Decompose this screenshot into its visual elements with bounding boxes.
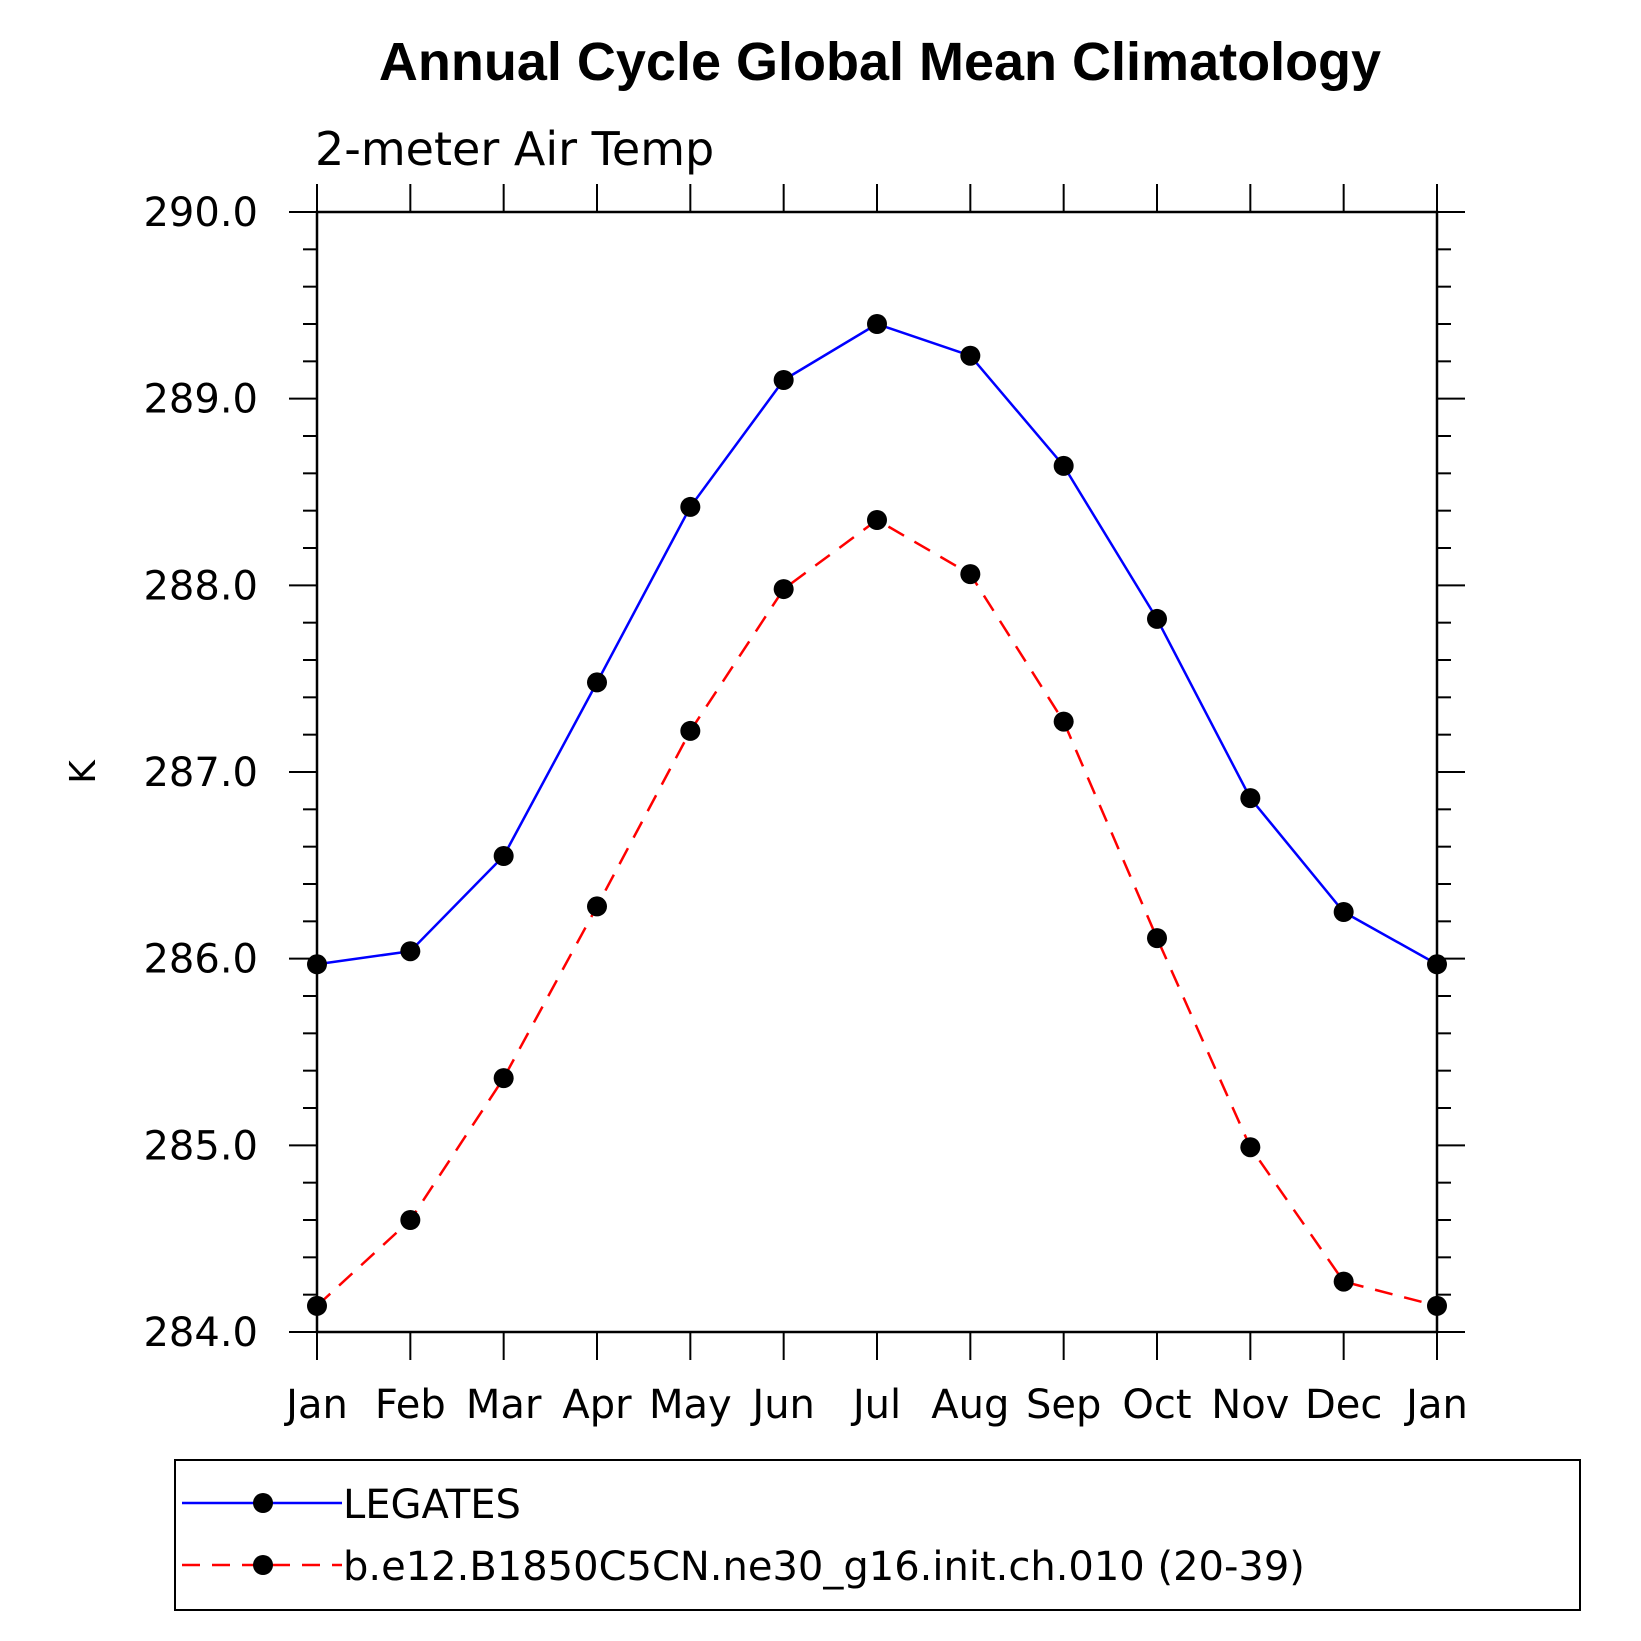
series-1-point xyxy=(400,1210,421,1230)
y-tick-label: 287.0 xyxy=(143,750,258,796)
x-tick-label: Feb xyxy=(375,1382,446,1428)
x-tick-label: Jun xyxy=(749,1382,815,1428)
series-1-point xyxy=(960,564,981,585)
series-1-point xyxy=(773,579,794,600)
x-tick-label: Nov xyxy=(1211,1382,1289,1428)
legend: LEGATES b.e12.B1850C5CN.ne30_g16.init.ch… xyxy=(174,1459,1581,1611)
series-1-point xyxy=(493,1068,514,1089)
x-tick-label: Mar xyxy=(466,1382,542,1428)
series-1-point xyxy=(1333,1271,1354,1292)
y-tick-labels: 284.0 285.0 286.0 287.0 288.0 289.0 290.0 xyxy=(143,190,258,1356)
series-1-point xyxy=(1147,928,1167,949)
y-tick-label: 286.0 xyxy=(143,937,258,983)
x-tick-label: Sep xyxy=(1026,1382,1101,1428)
x-tick-label: Aug xyxy=(931,1382,1009,1428)
x-tick-label: Jan xyxy=(1403,1382,1468,1428)
series-0-point xyxy=(400,941,421,962)
y-tick-label: 289.0 xyxy=(143,377,258,423)
series-0-point xyxy=(1240,788,1261,809)
chart-subtitle: 2-meter Air Temp xyxy=(315,122,714,176)
series-0-point xyxy=(960,345,981,366)
series-1-point xyxy=(1053,711,1074,732)
series-line-1 xyxy=(316,518,1438,1308)
y-tick-label: 284.0 xyxy=(143,1310,258,1356)
x-tick-label: Jan xyxy=(283,1382,348,1428)
legend-box xyxy=(174,1459,1581,1611)
y-axis-label: K xyxy=(63,759,104,784)
x-tick-label: Apr xyxy=(562,1382,632,1428)
x-tick-labels: Jan Feb Mar Apr May Jun Jul Aug Sep Oct Nov Dec Jan xyxy=(283,1382,1468,1428)
plot-frame xyxy=(315,210,1439,1334)
series-0-point xyxy=(493,846,514,866)
series-0-point xyxy=(773,370,794,390)
series-0-point xyxy=(1147,608,1167,629)
legend-label-legates: LEGATES xyxy=(343,1482,521,1528)
y-tick-label: 288.0 xyxy=(143,563,258,609)
series-0-point xyxy=(1333,902,1354,922)
x-tick-label: Oct xyxy=(1122,1382,1191,1428)
x-tick-label: Dec xyxy=(1305,1382,1382,1428)
chart-title: Annual Cycle Global Mean Climatology xyxy=(379,32,1381,92)
series-0-point xyxy=(680,496,701,517)
x-tick-label: Jul xyxy=(850,1382,901,1428)
series-1-point xyxy=(1240,1137,1261,1158)
x-tick-label: May xyxy=(649,1382,732,1428)
legend-marker-legates xyxy=(253,1493,273,1513)
series-1-point xyxy=(867,510,887,530)
series-line-0 xyxy=(316,322,1438,966)
series-1-point xyxy=(587,896,607,917)
plot-series xyxy=(307,314,1447,1316)
y-tick-label: 290.0 xyxy=(143,190,258,236)
legend-label-model: b.e12.B1850C5CN.ne30_g16.init.ch.010 (20… xyxy=(343,1544,1305,1590)
series-0-point xyxy=(1053,455,1074,476)
y-tick-label: 285.0 xyxy=(143,1123,258,1169)
series-1-point xyxy=(680,720,701,741)
series-0-point xyxy=(867,314,887,334)
axis-ticks xyxy=(289,184,1465,1360)
legend-marker-model xyxy=(253,1555,273,1575)
series-0-point xyxy=(587,672,607,693)
